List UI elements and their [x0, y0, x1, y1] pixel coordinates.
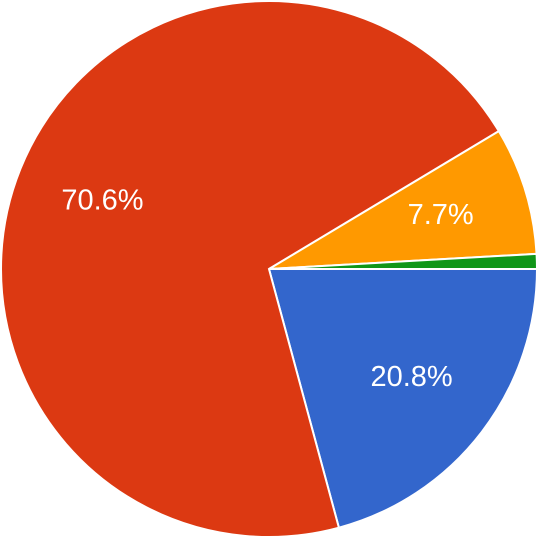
- pie-slice: [267, 268, 538, 529]
- pie-slice: [268, 129, 538, 270]
- slice-label: 7.7%: [408, 199, 474, 231]
- pie-slice: [0, 0, 501, 538]
- slice-label: 20.8%: [370, 361, 452, 393]
- slice-label: 70.6%: [61, 185, 143, 217]
- pie-slice: [268, 252, 538, 270]
